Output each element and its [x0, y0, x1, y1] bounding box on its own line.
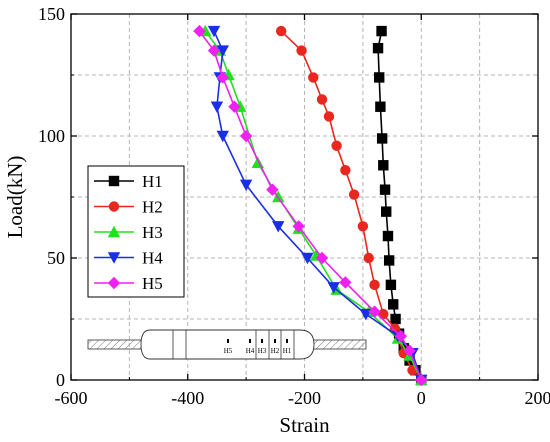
- series-h4-point: [216, 130, 229, 143]
- series-h2-point: [378, 308, 389, 320]
- series-h1-point: [376, 25, 387, 37]
- series-h4-point: [210, 101, 224, 113]
- legend-h1-marker: [108, 175, 120, 187]
- series-h4-point: [207, 25, 221, 38]
- series-h5-point: [394, 329, 408, 343]
- series-h2-point: [308, 72, 319, 83]
- series-h1-point: [382, 230, 394, 242]
- series-h1-point: [385, 279, 397, 291]
- series-h1-point: [374, 72, 385, 83]
- legend-h5-label: H5: [142, 274, 163, 293]
- legend-h1-label: H1: [142, 172, 163, 191]
- x-tick-label: -400: [171, 388, 204, 408]
- series-h5-line: [198, 30, 423, 381]
- x-tick-label: 200: [525, 388, 550, 408]
- ticks: -600 -400 -200 0 200 0 50 100 150: [38, 4, 550, 408]
- series-h2-point: [275, 25, 287, 37]
- y-tick-label: 0: [56, 370, 65, 390]
- gauge-h1-mark: [286, 339, 288, 343]
- series-h3-line: [204, 30, 423, 381]
- series-h1-point: [390, 313, 401, 325]
- legend-h5-marker: [107, 276, 121, 290]
- x-axis-title: Strain: [279, 413, 330, 437]
- gauge-h3-mark: [261, 339, 263, 343]
- series-h4-point: [301, 252, 314, 265]
- legend-h4-marker: [107, 252, 121, 264]
- series-h2-point: [323, 111, 335, 122]
- y-tick-label: 50: [47, 248, 65, 268]
- series-h4-point: [272, 221, 285, 233]
- series-h1-point: [388, 299, 399, 310]
- series-h5-point: [239, 129, 253, 143]
- legend-h3-label: H3: [142, 223, 163, 242]
- series-h4-point: [216, 45, 229, 57]
- legend-h4-label: H4: [142, 249, 163, 268]
- series-h5-point: [339, 276, 352, 289]
- series-h5-point: [207, 44, 221, 57]
- series-h2-point: [316, 94, 328, 105]
- series-h2-point: [363, 252, 374, 264]
- y-axis-title: Load(kN): [3, 156, 27, 239]
- series-h2-point: [369, 279, 380, 291]
- rebar-right: [311, 339, 367, 350]
- gauge-h4-mark: [249, 339, 251, 343]
- series-h1-point: [376, 133, 388, 144]
- series-h2-point: [348, 189, 360, 200]
- rebar-left: [87, 339, 147, 350]
- series-h1-point: [381, 206, 392, 217]
- series-h5-point: [193, 24, 206, 38]
- series-h1-point: [378, 160, 389, 171]
- series-h5-point: [292, 220, 305, 233]
- series-h5-point: [266, 183, 279, 196]
- series-h1-point: [383, 255, 395, 266]
- series-h1-point: [372, 42, 384, 54]
- series-h5-point: [403, 344, 416, 357]
- series-h5-point: [415, 373, 428, 387]
- series-h4-point: [327, 282, 340, 294]
- series-h2-point: [331, 140, 342, 151]
- gauge-h4-label: H4: [246, 347, 255, 355]
- gauge-h1-label: H1: [283, 347, 292, 355]
- series-h2-point: [357, 221, 369, 232]
- x-tick-label: -600: [55, 388, 88, 408]
- series-h2-point: [296, 45, 307, 56]
- gauge-h3-label: H3: [258, 347, 267, 355]
- gauge-h2-mark: [274, 339, 276, 343]
- series-h2-point: [340, 164, 351, 176]
- legend-h2-marker: [108, 201, 120, 212]
- series-h5-point: [315, 251, 329, 265]
- coupler-body: [140, 329, 315, 360]
- y-tick-label: 150: [38, 4, 65, 24]
- series-h5: [193, 24, 428, 387]
- series-h5-point: [228, 100, 241, 113]
- series-h5-point: [368, 305, 381, 318]
- gauge-h5-label: H5: [224, 347, 233, 355]
- legend: H1 H2 H3 H4 H5: [87, 165, 185, 298]
- series-h2-line: [280, 30, 422, 381]
- specimen-schematic: H5 H4 H3 H2 H1: [87, 329, 367, 360]
- gauge-h2-label: H2: [271, 347, 280, 355]
- legend-box: [87, 165, 185, 298]
- series-h1-point: [375, 101, 386, 112]
- x-tick-label: 0: [417, 388, 426, 408]
- x-tick-label: -200: [288, 388, 321, 408]
- series-h5-point: [216, 71, 229, 84]
- series-h4-point: [239, 179, 253, 191]
- gauge-h5-mark: [227, 339, 229, 343]
- y-tick-label: 100: [38, 126, 65, 146]
- legend-h3-marker: [107, 225, 121, 238]
- series-h1-point: [379, 184, 391, 195]
- legend-h2-label: H2: [142, 198, 163, 217]
